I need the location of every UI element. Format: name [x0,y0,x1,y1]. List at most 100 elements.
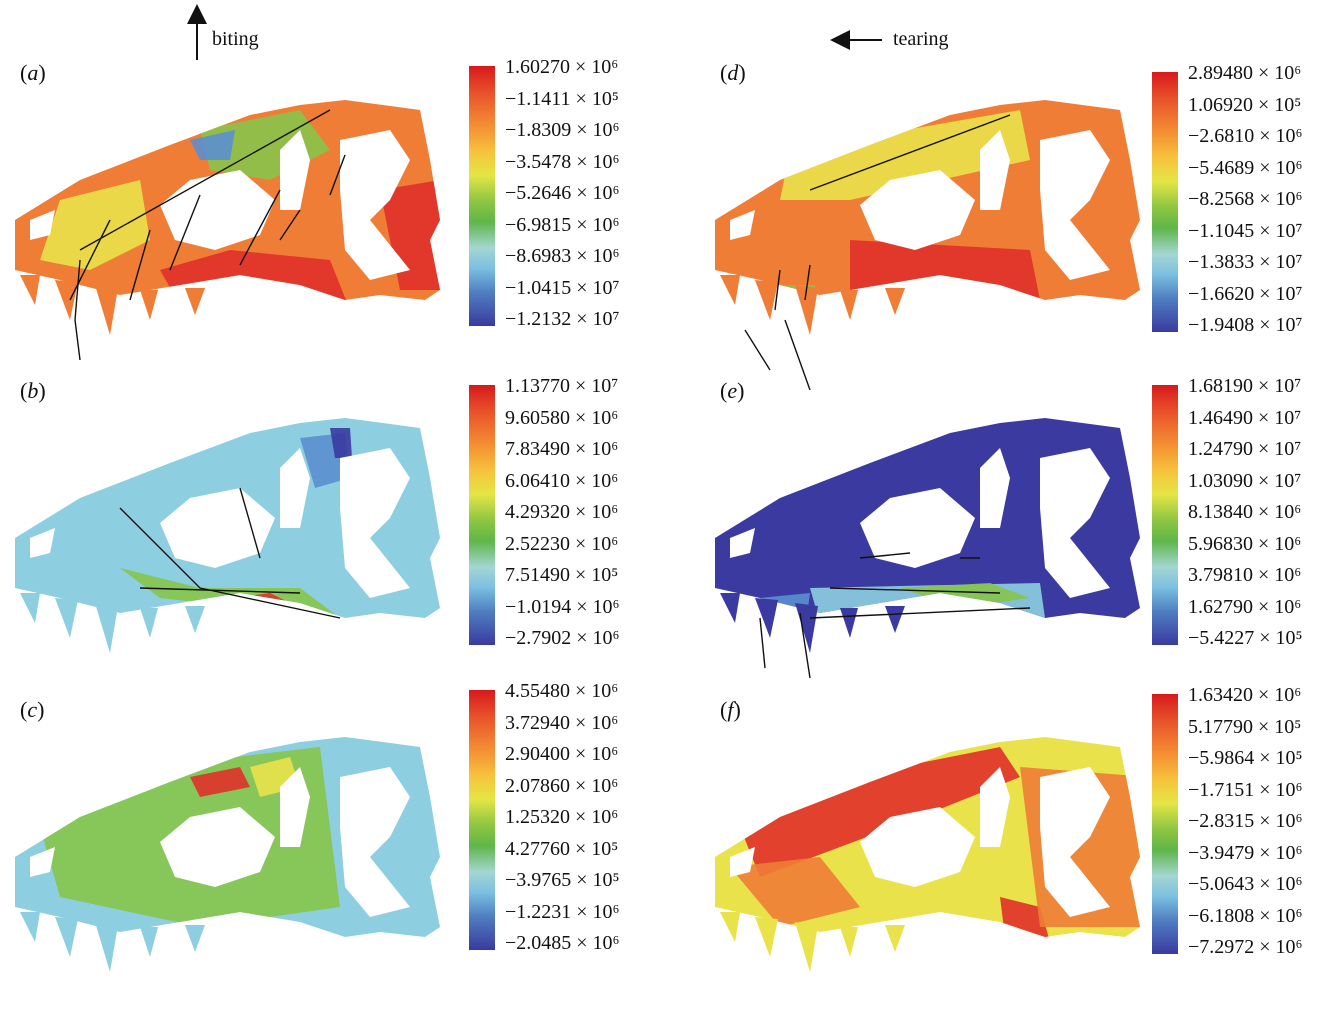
stress-patch [190,767,250,797]
panel-label-b: (b) [20,378,46,403]
colorbar-tick-label: 1.24790 × 10⁷ [1188,438,1302,460]
colorbar-tick-label: −1.2231 × 10⁶ [505,900,620,923]
colorbar-tick-label: 7.51490 × 10⁵ [505,564,619,586]
skull-stress-map [715,100,1140,390]
stress-trajectory [239,189,281,266]
stress-trajectory [129,229,151,301]
colorbar-e [1152,385,1178,645]
fenestra [30,847,55,877]
panel-label-e: (e) [720,378,745,403]
colorbar-tick-label: −1.1411 × 10⁵ [505,87,619,110]
colorbar-tick-label: 1.13770 × 10⁷ [505,375,619,397]
stress-trajectory [809,114,1011,191]
fenestra [30,528,55,558]
colorbar-f [1152,694,1178,954]
stress-trajectory [784,319,811,390]
colorbar-tick-label: −5.0643 × 10⁶ [1188,873,1303,895]
colorbar-tick-label: −5.4227 × 10⁵ [1188,627,1303,649]
colorbar-tick-label: −1.0415 × 10⁷ [505,276,620,299]
panel-f: (f) 1.63420 × 10⁶ 5.17790 × 10⁵ −5.9864 × … [700,684,1340,1017]
colorbar-tick-label: −2.8315 × 10⁶ [1188,810,1303,832]
colorbar-ticks-d: 2.89480 × 10⁶ 1.06920 × 10⁵ −2.6810 × 10⁶ −… [1188,62,1340,336]
colorbar-tick-label: −5.9864 × 10⁵ [1188,747,1303,769]
colorbar-tick-label: −6.1808 × 10⁶ [1188,904,1303,927]
stress-trajectory [119,507,341,619]
colorbar-tick-label: −2.7902 × 10⁶ [505,627,620,649]
panel-label-f: (f) [720,697,741,722]
tearing-label: tearing [893,28,949,50]
colorbar-tick-label: −5.4689 × 10⁶ [1188,156,1303,179]
biting-label: biting [212,28,259,50]
fenestra [730,528,755,558]
colorbar-ticks-e: 1.68190 × 10⁷ 1.46490 × 10⁷ 1.24790 × 10⁷ 1… [1188,375,1340,649]
fenestra [860,488,975,568]
stress-patch [330,428,352,458]
panel-e: (e) 1.68190 × 10⁷ 1.46490 × 10⁷ 1.24790 × … [700,375,1340,698]
colorbar-tick-label: 4.55480 × 10⁶ [505,680,619,702]
stress-patch [740,747,1020,877]
colorbar-ticks-a: 1.60270 × 10⁶ −1.1411 × 10⁵ −1.8309 × 10⁶ −… [505,56,705,330]
colorbar-tick-label: −1.1045 × 10⁷ [1188,219,1303,242]
fenestra [980,448,1010,528]
colorbar-tick-label: −2.0485 × 10⁶ [505,932,620,954]
colorbar-tick-label: 2.90400 × 10⁶ [505,743,619,765]
stress-patch [40,180,150,270]
colorbar-ticks-b: 1.13770 × 10⁷ 9.60580 × 10⁶ 7.83490 × 10⁶ 6… [505,375,705,649]
fenestra [340,767,410,917]
stress-trajectory [279,209,301,241]
colorbar-tick-label: 3.72940 × 10⁶ [505,711,619,734]
teeth [720,275,905,335]
colorbar-tick-label: −7.2972 × 10⁶ [1188,936,1303,958]
panel-label-c: (c) [20,697,45,722]
stress-patch [900,583,1030,608]
fenestra [860,170,975,250]
fenestra [280,767,310,847]
header-arrows [187,4,882,60]
stress-trajectory [74,259,81,361]
colorbar-ticks-c: 4.55480 × 10⁶ 3.72940 × 10⁶ 2.90400 × 10⁶ 2… [505,680,705,954]
colorbar-tick-label: 6.06410 × 10⁶ [505,469,619,492]
colorbar-d [1152,72,1178,332]
colorbar-tick-label: −1.2132 × 10⁷ [505,308,620,330]
stress-trajectory [239,487,261,559]
colorbar-tick-label: 3.79810 × 10⁶ [1188,564,1302,586]
colorbar-tick-label: −1.6620 × 10⁷ [1188,282,1303,305]
colorbar-tick-label: −3.5478 × 10⁶ [505,150,620,173]
stress-trajectory [859,552,911,559]
fenestra [1040,767,1110,917]
colorbar-tick-label: −8.6983 × 10⁶ [505,245,620,267]
panel-c: (c) 4.55480 × 10⁶ 3.72940 × 10⁶ 2.90400 × … [0,680,670,1017]
stress-trajectory [169,194,201,271]
stress-trajectory [79,109,331,251]
panel-d: (d) 2.89480 × 10⁶ 1.06920 × 10⁵ −2.6810 × … [700,60,1340,390]
skull-stress-map [15,418,440,653]
panel-a: (a) 1.60270 × 10⁶ −1.1411 × 10⁵ −1.8309 × … [0,56,670,380]
teeth [20,593,205,653]
fenestra [730,847,755,877]
panel-label-a: (a) [20,60,46,85]
colorbar-tick-label: 4.27760 × 10⁵ [505,837,619,860]
skull-stress-map [715,418,1140,679]
colorbar-tick-label: 2.52230 × 10⁶ [505,532,619,555]
colorbar-tick-label: 4.29320 × 10⁶ [505,501,619,523]
fenestra [980,130,1010,210]
colorbar-ticks-f: 1.63420 × 10⁶ 5.17790 × 10⁵ −5.9864 × 10⁵ −… [1188,684,1340,958]
colorbar-a [469,66,495,326]
colorbar-tick-label: −8.2568 × 10⁶ [1188,188,1303,210]
fenestra [30,210,55,240]
colorbar-tick-label: 1.46490 × 10⁷ [1188,406,1302,429]
colorbar-tick-label: −6.9815 × 10⁶ [505,213,620,236]
teeth [20,275,205,335]
colorbar-tick-label: −5.2646 × 10⁶ [505,182,620,204]
fenestra [860,807,975,887]
colorbar-tick-label: −3.9479 × 10⁶ [1188,841,1303,864]
stress-patch [730,857,860,927]
colorbar-tick-label: 5.17790 × 10⁵ [1188,715,1302,738]
stress-patch [190,130,235,160]
colorbar-tick-label: 9.60580 × 10⁶ [505,406,619,429]
fenestra [340,448,410,598]
fenestra [980,767,1010,847]
stress-trajectory [329,154,346,196]
stress-trajectory [829,587,1001,594]
colorbar-tick-label: −1.0194 × 10⁶ [505,595,620,618]
